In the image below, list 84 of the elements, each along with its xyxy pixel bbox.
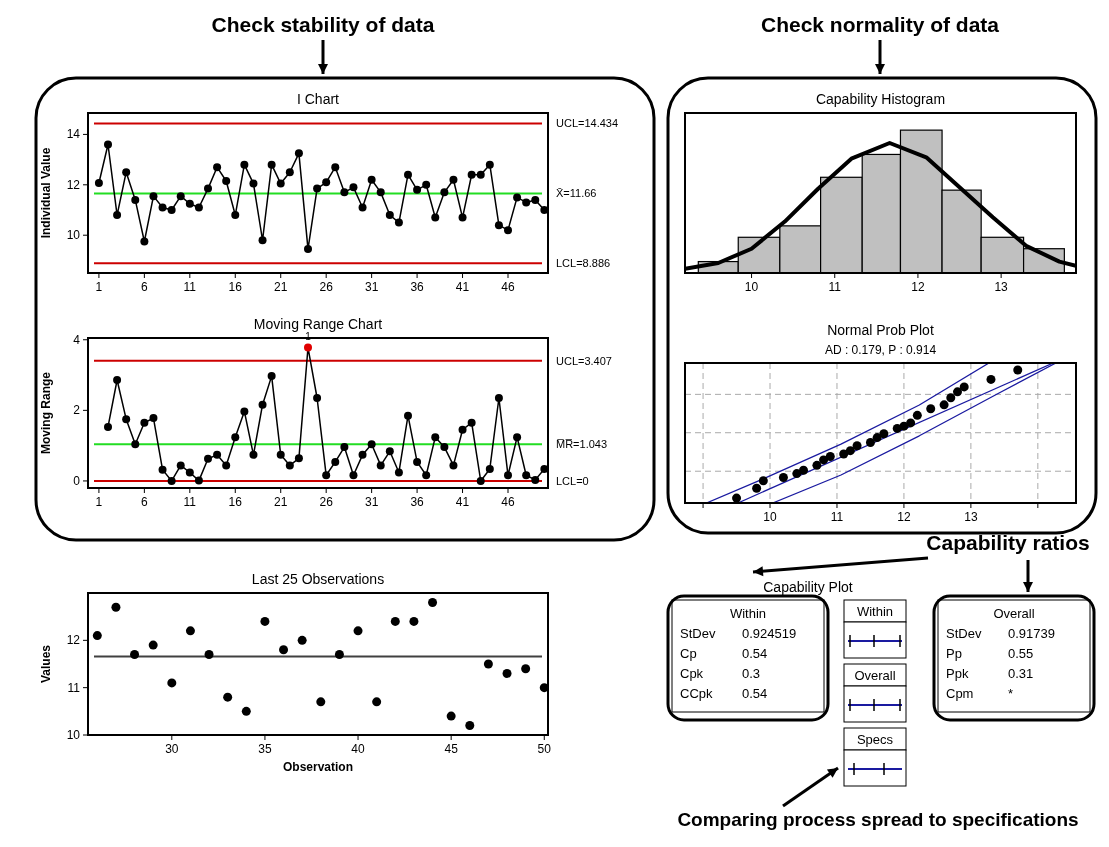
chart-title: Moving Range Chart <box>253 316 383 332</box>
text: Cpk <box>680 666 704 681</box>
x-tick-label: 21 <box>274 280 288 294</box>
y-tick-label: 10 <box>66 728 81 742</box>
x-tick-label: 30 <box>165 742 179 756</box>
x-tick-label: 46 <box>501 280 515 294</box>
x-axis-title: Observation <box>282 760 354 774</box>
x-tick-label: 11 <box>828 280 842 294</box>
x-tick-label: 6 <box>141 495 149 509</box>
chart-subtitle: AD : 0.179, P : 0.914 <box>824 343 937 357</box>
x-tick-label: 26 <box>319 280 334 294</box>
ref-line-label: M̅R̅=1.043 <box>556 438 608 451</box>
ref-line-label: X̄=11.66 <box>556 187 597 200</box>
text: Pp <box>946 646 962 661</box>
x-tick-label: 11 <box>183 495 197 509</box>
x-tick-label: 13 <box>964 510 978 524</box>
x-tick-label: 36 <box>410 495 425 509</box>
x-tick-label: 26 <box>319 495 334 509</box>
x-tick-label: 12 <box>911 280 925 294</box>
x-tick-label: 11 <box>183 280 197 294</box>
x-tick-label: 1 <box>95 280 103 294</box>
text: Cp <box>680 646 697 661</box>
y-axis-title: Moving Range <box>39 371 53 455</box>
text: 0.54 <box>742 686 768 701</box>
text: Comparing process spread to specifications <box>677 809 1079 830</box>
text: CCpk <box>680 686 714 701</box>
x-tick-label: 10 <box>744 280 759 294</box>
x-tick-label: 13 <box>994 280 1009 294</box>
text: * <box>1008 686 1014 701</box>
x-tick-label: 16 <box>228 495 243 509</box>
text: Check normality of data <box>760 13 1000 36</box>
text: 0.91739 <box>1008 626 1055 641</box>
y-axis-title: Values <box>39 644 53 684</box>
ref-line-label: LCL=8.886 <box>556 257 611 270</box>
text: 0.55 <box>1008 646 1034 661</box>
x-tick-label: 46 <box>501 495 515 509</box>
x-tick-label: 41 <box>455 495 470 509</box>
text: StDev <box>946 626 982 641</box>
text: Within <box>729 606 767 621</box>
x-tick-label: 6 <box>141 280 149 294</box>
x-tick-label: 21 <box>274 495 288 509</box>
x-tick-label: 50 <box>537 742 552 756</box>
text: 0.3 <box>742 666 761 681</box>
x-tick-label: 31 <box>364 280 379 294</box>
y-tick-label: 2 <box>73 403 81 418</box>
chart-title: Capability Histogram <box>815 91 946 107</box>
ref-line-label: LCL=0 <box>556 474 589 487</box>
ref-line-label: UCL=3.407 <box>556 354 612 367</box>
text: Specs <box>856 732 894 747</box>
y-tick-label: 14 <box>66 127 81 142</box>
text: Ppk <box>946 666 969 681</box>
x-tick-label: 1 <box>95 495 103 509</box>
ref-line-label: UCL=14.434 <box>556 117 619 130</box>
x-tick-label: 41 <box>455 280 470 294</box>
chart-title: Last 25 Observations <box>251 571 385 587</box>
text: Capability ratios <box>926 531 1090 554</box>
text: Overall <box>854 668 896 683</box>
x-tick-label: 35 <box>258 742 272 756</box>
text: 0.924519 <box>742 626 797 641</box>
text: Within <box>856 604 894 619</box>
x-tick-label: 36 <box>410 280 425 294</box>
y-tick-label: 11 <box>67 680 81 695</box>
x-tick-label: 10 <box>763 510 778 524</box>
chart-title: Normal Prob Plot <box>827 322 934 338</box>
y-tick-label: 0 <box>73 473 81 488</box>
text: Capability Plot <box>763 579 853 595</box>
text: Check stability of data <box>211 13 435 36</box>
chart-title: I Chart <box>296 91 340 107</box>
x-tick-label: 11 <box>830 510 844 524</box>
x-tick-label: 40 <box>351 742 366 756</box>
x-tick-label: 12 <box>897 510 911 524</box>
text: Cpm <box>946 686 974 701</box>
text: StDev <box>680 626 716 641</box>
y-tick-label: 4 <box>73 332 81 347</box>
y-axis-title: Individual Value <box>39 147 53 239</box>
x-tick-label: 16 <box>228 280 243 294</box>
y-tick-label: 12 <box>66 633 81 648</box>
x-tick-label: 31 <box>364 495 379 509</box>
y-tick-label: 12 <box>66 177 81 192</box>
text: 0.31 <box>1008 666 1034 681</box>
text: 0.54 <box>742 646 768 661</box>
y-tick-label: 10 <box>66 228 81 243</box>
text: Overall <box>993 606 1035 621</box>
x-tick-label: 45 <box>444 742 459 756</box>
